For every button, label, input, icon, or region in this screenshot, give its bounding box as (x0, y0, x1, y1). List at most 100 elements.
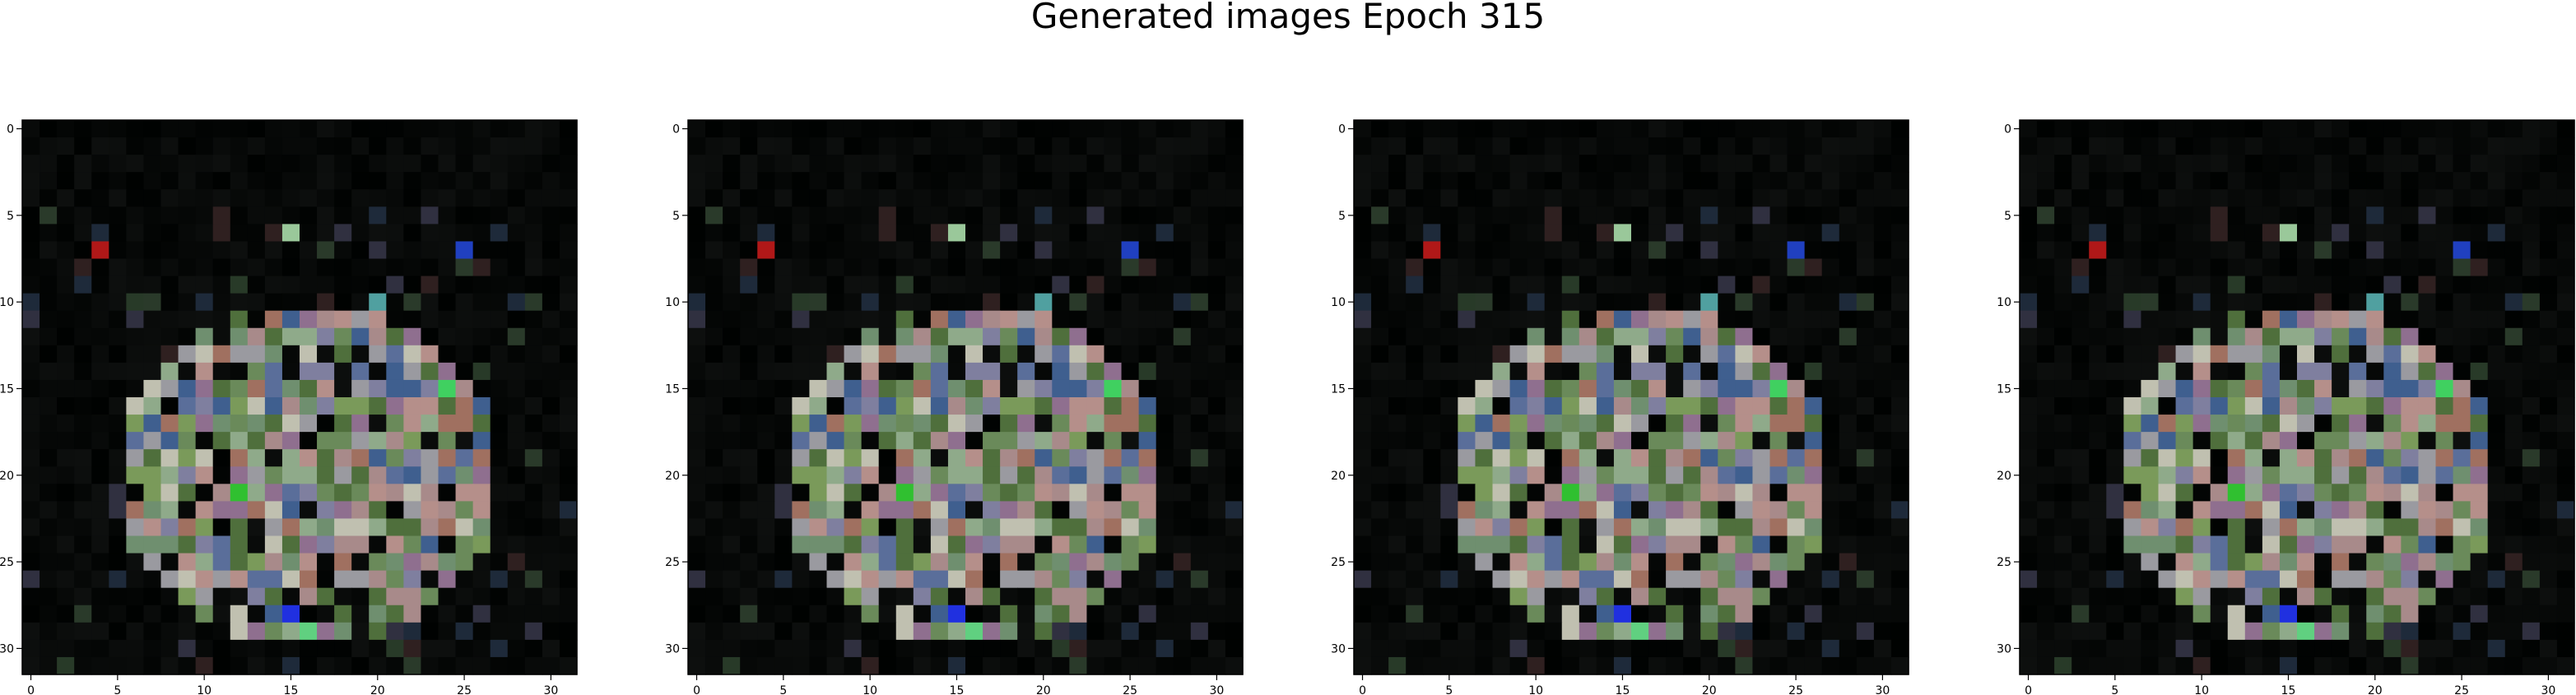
pixel-cell (688, 172, 706, 190)
pixel-cell (178, 327, 197, 346)
pixel-cell (91, 345, 109, 364)
pixel-cell (705, 466, 723, 484)
pixel-cell (2175, 293, 2194, 312)
pixel-cell (2071, 656, 2090, 675)
pixel-cell (160, 587, 179, 606)
pixel-cell (2158, 432, 2177, 450)
pixel-cell (317, 656, 335, 675)
pixel-cell (438, 327, 457, 346)
pixel-cell (126, 501, 145, 520)
pixel-cell (930, 415, 949, 433)
pixel-cell (2556, 570, 2575, 589)
pixel-cell (2435, 415, 2454, 433)
pixel-cell (2383, 293, 2402, 312)
pixel-cell (2332, 327, 2350, 346)
pixel-cell (1086, 155, 1105, 173)
pixel-cell (542, 189, 560, 207)
pixel-cell (2158, 345, 2177, 364)
pixel-cell (1787, 258, 1806, 277)
pixel-cell (705, 379, 723, 398)
pixel-cell (1190, 639, 1209, 658)
pixel-cell (264, 137, 283, 155)
pixel-cell (421, 570, 439, 589)
pixel-cell (178, 432, 197, 450)
pixel-cell (1225, 172, 1244, 190)
pixel-cell (878, 345, 897, 364)
pixel-cell (126, 397, 145, 415)
pixel-cell (507, 484, 526, 502)
pixel-cell (264, 415, 283, 433)
pixel-cell (1683, 172, 1701, 190)
pixel-cell (1190, 206, 1209, 225)
pixel-cell (559, 622, 578, 641)
pixel-cell (421, 206, 439, 225)
pixel-cell (1017, 432, 1035, 450)
pixel-cell (195, 276, 214, 294)
pixel-cell (334, 553, 352, 572)
pixel-cell (1509, 206, 1528, 225)
pixel-cell (895, 432, 914, 450)
pixel-cell (2262, 535, 2281, 554)
pixel-cell (2383, 449, 2402, 467)
pixel-cell (507, 258, 526, 277)
pixel-cell (1458, 172, 1476, 190)
pixel-cell (2227, 587, 2246, 606)
pixel-cell (1735, 137, 1754, 155)
pixel-cell (1475, 345, 1494, 364)
pixel-cell (57, 587, 75, 606)
pixel-cell (895, 587, 914, 606)
pixel-cell (878, 656, 897, 675)
pixel-cell (126, 120, 145, 138)
pixel-cell (2175, 155, 2194, 173)
pixel-cell (809, 553, 828, 572)
pixel-cell (1544, 258, 1563, 277)
pixel-cell (723, 310, 741, 329)
pixel-cell (317, 535, 335, 554)
pixel-cell (109, 293, 127, 312)
pixel-cell (965, 293, 983, 312)
pixel-cell (386, 310, 404, 329)
pixel-cell (1666, 120, 1684, 138)
pixel-cell (2401, 484, 2420, 502)
pixel-cell (2123, 656, 2142, 675)
pixel-cell (2037, 155, 2055, 173)
pixel-cell (1104, 432, 1123, 450)
pixel-cell (774, 327, 793, 346)
pixel-cell (2349, 155, 2367, 173)
pixel-cell (1700, 224, 1718, 243)
pixel-cell (300, 432, 318, 450)
pixel-cell (369, 518, 387, 537)
pixel-cell (1544, 327, 1563, 346)
pixel-cell (2123, 120, 2142, 138)
pixel-cell (2054, 276, 2072, 294)
pixel-cell (895, 605, 914, 623)
pixel-cell (826, 570, 845, 589)
pixel-cell (369, 206, 387, 225)
pixel-cell (109, 415, 127, 433)
pixel-cell (1787, 224, 1806, 243)
pixel-cell (792, 120, 811, 138)
pixel-cell (2470, 397, 2489, 415)
pixel-cell (774, 155, 793, 173)
pixel-cell (2556, 518, 2575, 537)
pixel-cell (1492, 137, 1511, 155)
pixel-cell (2383, 155, 2402, 173)
pixel-cell (1155, 656, 1174, 675)
pixel-cell (1173, 535, 1192, 554)
pixel-cell (247, 172, 266, 190)
pixel-cell (2071, 415, 2090, 433)
pixel-cell (2071, 622, 2090, 641)
pixel-cell (1666, 224, 1684, 243)
pixel-cell (1017, 206, 1035, 225)
pixel-cell (143, 379, 162, 398)
pixel-cell (300, 622, 318, 641)
x-tick-label: 25 (2454, 684, 2469, 695)
pixel-cell (524, 484, 543, 502)
pixel-cell (1138, 362, 1157, 381)
pixel-cell (212, 310, 231, 329)
pixel-cell (178, 172, 197, 190)
pixel-cell (1017, 570, 1035, 589)
pixel-cell (2332, 501, 2350, 520)
pixel-cell (1207, 310, 1226, 329)
pixel-cell (2470, 120, 2489, 138)
